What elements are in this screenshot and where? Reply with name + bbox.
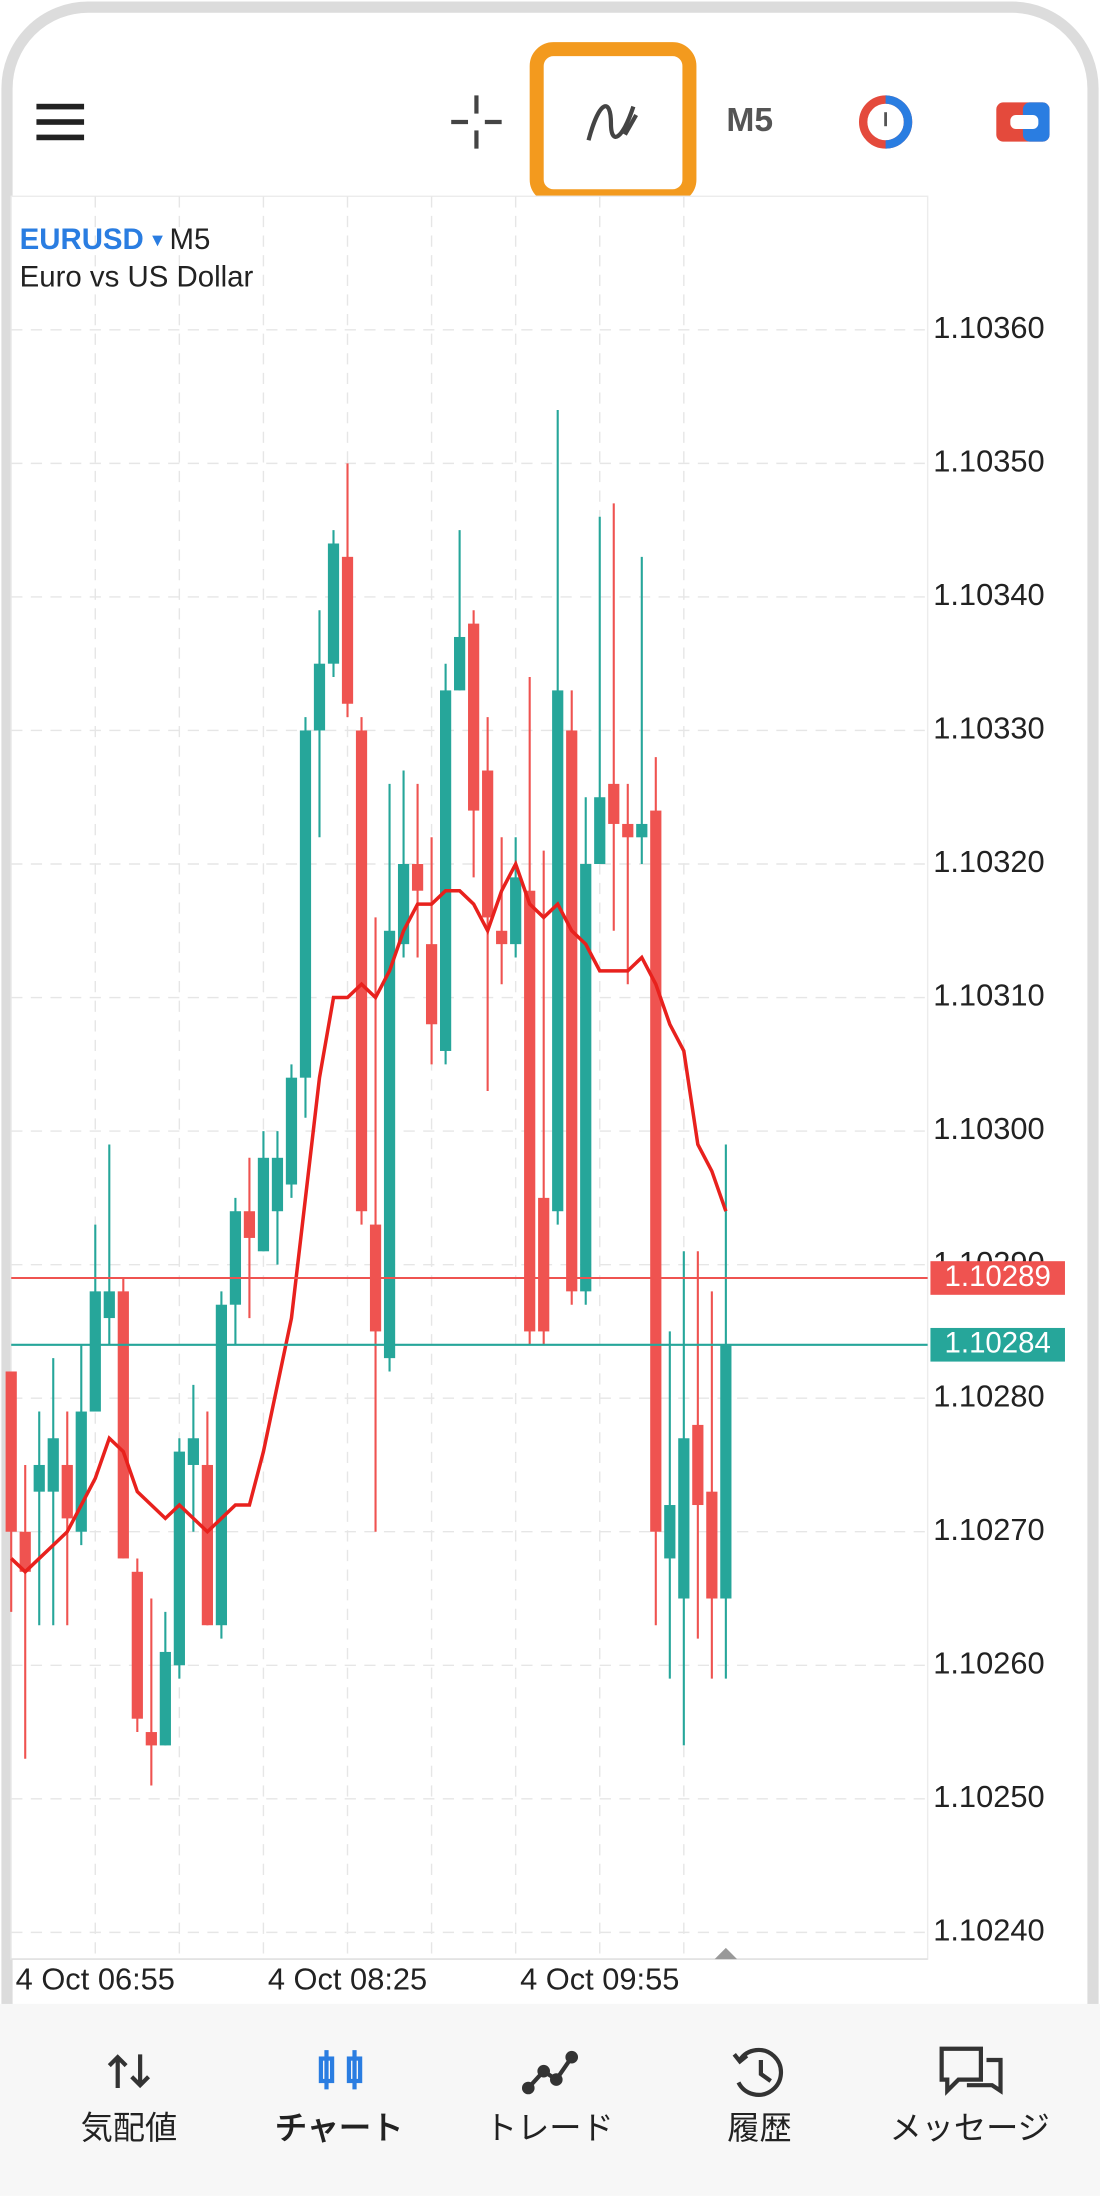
price-label: 1.10284 (945, 1327, 1051, 1360)
candle-body (608, 783, 620, 824)
y-tick-label: 1.10310 (933, 978, 1044, 1013)
candle-body (594, 797, 606, 865)
one-click-button[interactable] (858, 95, 913, 149)
y-tick-label: 1.10260 (933, 1645, 1044, 1680)
candle-body (664, 1505, 676, 1559)
candle-body (187, 1438, 199, 1465)
nav-tab[interactable]: 気配値 (81, 2109, 178, 2147)
y-tick-label: 1.10320 (933, 844, 1044, 879)
candle-body (145, 1732, 157, 1746)
candle-body (5, 1371, 17, 1532)
y-tick-label: 1.10250 (933, 1779, 1044, 1814)
candle-body (173, 1451, 185, 1666)
candle-body (397, 864, 410, 945)
price-label-box (930, 1261, 1065, 1295)
candle-body (552, 690, 564, 1212)
nav-tab[interactable]: 履歴 (727, 2109, 791, 2147)
candle-body (243, 1211, 256, 1238)
candle-body (117, 1291, 129, 1559)
candle-body (103, 1291, 115, 1319)
x-tick-label: 4 Oct 06:55 (16, 1962, 175, 1997)
candle-body (496, 930, 508, 945)
symbol[interactable]: EURUSD (20, 223, 144, 256)
candle-body (440, 690, 452, 1051)
candle-body (201, 1464, 213, 1626)
candle-body (355, 730, 368, 1212)
candle-body (299, 730, 312, 1078)
candle-body (468, 623, 480, 811)
candle-body (454, 636, 466, 691)
candle-body (566, 730, 578, 1292)
candle-body (720, 1344, 732, 1599)
y-tick-label: 1.10340 (933, 577, 1044, 612)
timeframe-button[interactable]: M5 (726, 102, 773, 139)
candle-body (33, 1464, 45, 1492)
chart: 1.10240 1.10250 1.10260 1.10270 1.10280 1.102… (5, 196, 1065, 1997)
candle-body (678, 1438, 690, 1599)
chart-area (10, 195, 929, 1960)
candle-body (482, 770, 494, 918)
candle-body (425, 944, 438, 1025)
candle-body (215, 1304, 228, 1626)
candle-body (510, 877, 522, 945)
nav-tab[interactable]: チャート (275, 2109, 404, 2147)
candle-body (313, 663, 326, 731)
candle-body (341, 556, 354, 704)
crosshair-button[interactable] (451, 95, 502, 149)
x-tick-label: 4 Oct 08:25 (268, 1962, 427, 1997)
candle-body (580, 864, 592, 1292)
candle-body (229, 1211, 242, 1305)
trade-button[interactable] (996, 102, 1050, 142)
symbol-dropdown[interactable]: ▼ (149, 230, 167, 250)
nav-icons (107, 2046, 1003, 2097)
moving-average (10, 859, 728, 1575)
bottom-nav (0, 2003, 1100, 2196)
candle-body (622, 823, 634, 838)
nav-tab[interactable]: トレード (485, 2109, 614, 2147)
candle-body (285, 1077, 298, 1185)
candle-body (327, 543, 340, 664)
candle-body (47, 1438, 59, 1492)
y-tick-label: 1.10280 (933, 1378, 1044, 1413)
scroll-marker (714, 1947, 738, 1960)
y-tick-label: 1.10270 (933, 1512, 1044, 1547)
candle-body (706, 1491, 718, 1599)
candle-body (411, 864, 424, 891)
candle-body (271, 1157, 284, 1212)
y-tick-label: 1.10360 (933, 310, 1044, 345)
x-tick-label: 4 Oct 09:55 (520, 1962, 679, 1997)
candle-body (524, 890, 536, 1332)
candle-body (692, 1424, 704, 1506)
candle-body (89, 1291, 101, 1412)
candle-body (257, 1157, 270, 1252)
y-tick-label: 1.10330 (933, 711, 1044, 746)
candle-body (61, 1464, 73, 1519)
candle-body (538, 1197, 550, 1332)
candle-body (383, 930, 396, 1359)
y-tick-label: 1.10240 (933, 1913, 1044, 1948)
y-tick-label: 1.10350 (933, 444, 1044, 479)
candle-body (75, 1411, 87, 1532)
candle-body (650, 810, 662, 1532)
symbol-description: Euro vs US Dollar (20, 261, 254, 294)
nav-tab[interactable]: メッセージ (889, 2109, 1049, 2147)
y-tick-label: 1.10300 (933, 1111, 1044, 1146)
nav-labels: 気配値 チャート トレード 履歴 メッセージ (81, 2109, 1050, 2147)
candle-body (159, 1651, 171, 1746)
price-label-box (930, 1327, 1065, 1362)
candle-body (636, 823, 648, 838)
candle-body (131, 1571, 143, 1719)
price-label: 1.10289 (945, 1260, 1051, 1293)
menu-button[interactable] (36, 103, 85, 141)
chart-timeframe: M5 (170, 223, 211, 256)
candle-body (19, 1531, 31, 1572)
